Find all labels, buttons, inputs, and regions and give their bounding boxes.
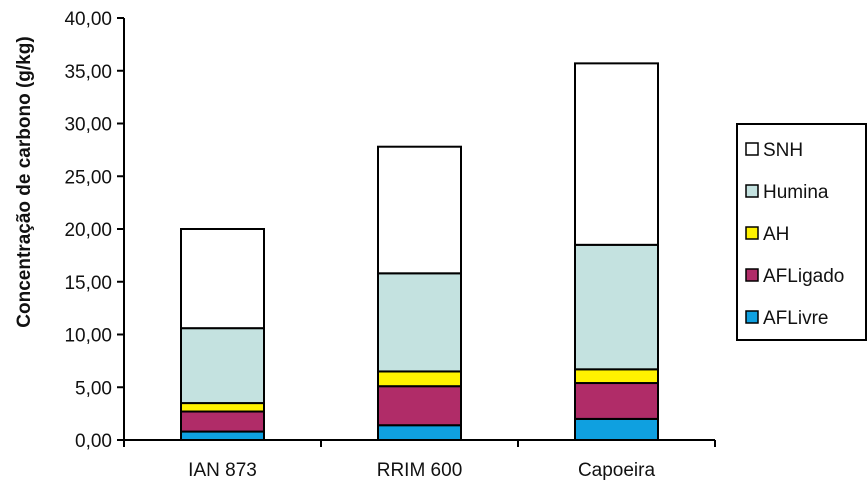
legend-swatch-afligado [745,268,759,282]
legend-label-afligado: AFLigado [763,266,844,287]
legend-label-snh: SNH [763,140,803,161]
legend-swatch-ah [745,226,759,240]
bar-segment-ah [377,370,462,388]
y-tick-label: 20,00 [64,220,112,241]
y-tick-label: 0,00 [75,431,112,452]
x-tick-label: RRIM 600 [377,460,463,481]
bar-segment-afligado [180,410,265,433]
y-tick-label: 30,00 [64,115,112,136]
x-tick-label: IAN 873 [188,460,257,481]
bar-segment-aflivre [574,417,659,441]
bar-segment-humina [574,243,659,371]
axes: 0,00 5,00 10,00 15,00 20,00 25,00 30,00 35,00 40… [64,9,716,481]
bar-segment-aflivre [377,424,462,442]
bar-segment-aflivre [180,430,265,441]
y-tick-label: 25,00 [64,167,112,188]
bars [180,62,659,442]
bar-segment-snh [180,228,265,330]
bar-segment-ah [574,368,659,385]
bar-segment-snh [377,145,462,275]
y-tick-label: 40,00 [64,9,112,30]
y-axis-label: Concentração de carbono (g/kg) [14,36,35,327]
legend: SNH Humina AH AFLigado AFLivre [736,123,867,341]
legend-swatch-aflivre [745,310,759,324]
legend-label-ah: AH [763,224,789,245]
bar-segment-afligado [574,382,659,420]
bar-segment-humina [377,272,462,373]
y-tick-label: 5,00 [75,378,112,399]
x-tick-label: Capoeira [578,460,656,481]
legend-label-humina: Humina [763,182,829,203]
bar-segment-ah [180,402,265,413]
y-tick-label: 15,00 [64,273,112,294]
bar-segment-snh [574,62,659,246]
legend-swatch-snh [745,142,759,156]
legend-label-aflivre: AFLivre [763,308,828,329]
y-tick-label: 10,00 [64,326,112,347]
y-tick-label: 35,00 [64,62,112,83]
bar-segment-humina [180,327,265,405]
bar-segment-afligado [377,385,462,427]
legend-swatch-humina [745,184,759,198]
